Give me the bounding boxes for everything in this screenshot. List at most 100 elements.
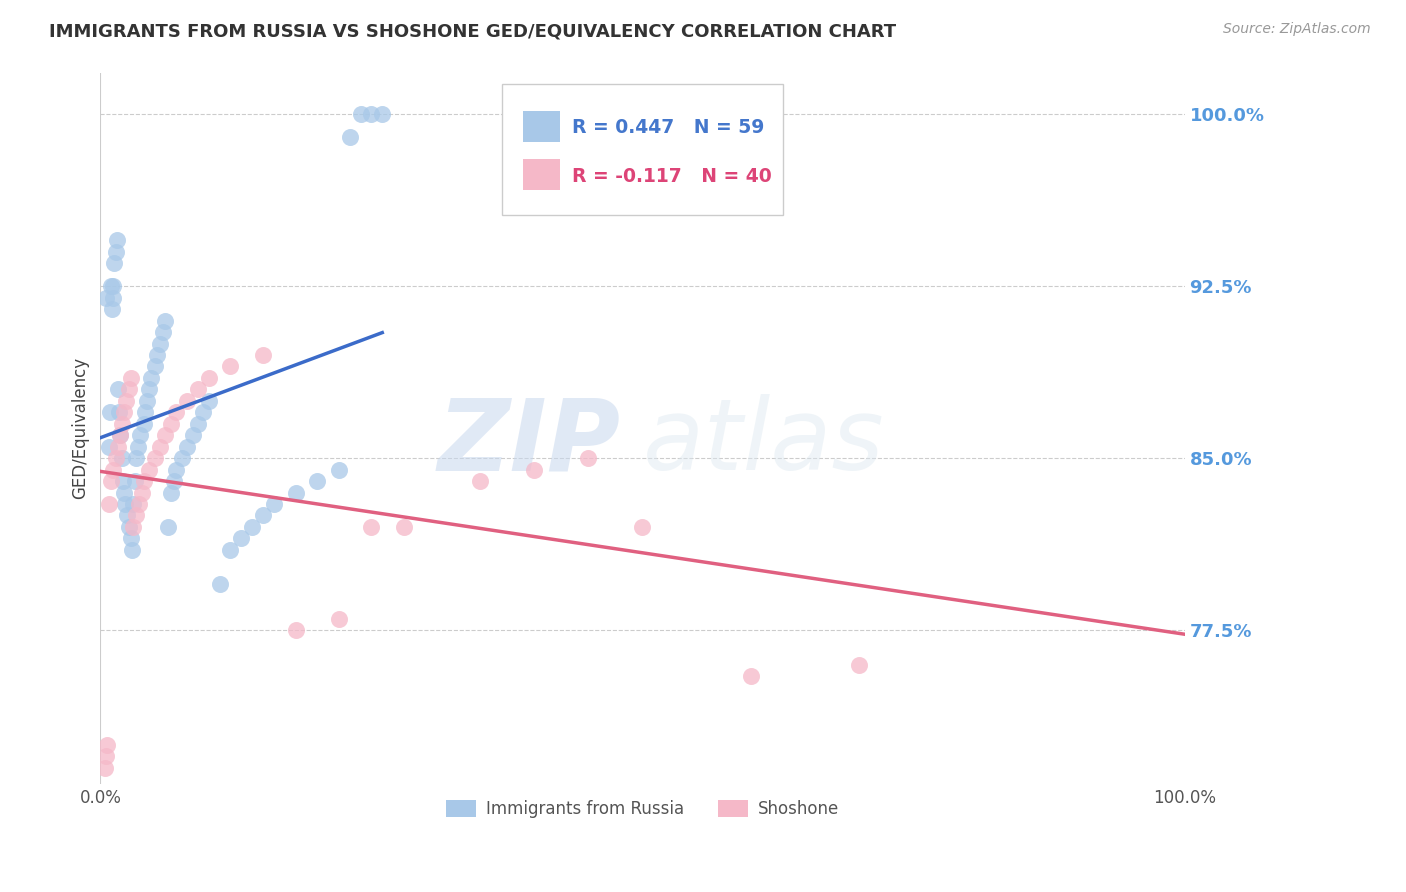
- Point: [129, 428, 152, 442]
- Point: [328, 462, 350, 476]
- Point: [112, 405, 135, 419]
- Point: [117, 520, 139, 534]
- Text: IMMIGRANTS FROM RUSSIA VS SHOSHONE GED/EQUIVALENCY CORRELATION CHART: IMMIGRANTS FROM RUSSIA VS SHOSHONE GED/E…: [49, 22, 897, 40]
- Point: [576, 451, 599, 466]
- Point: [187, 383, 209, 397]
- Point: [100, 474, 122, 488]
- Point: [392, 520, 415, 534]
- Point: [131, 485, 153, 500]
- Point: [307, 474, 329, 488]
- Point: [197, 393, 219, 408]
- Point: [98, 440, 121, 454]
- Point: [149, 440, 172, 454]
- Point: [103, 279, 125, 293]
- Point: [107, 383, 129, 397]
- Point: [349, 107, 371, 121]
- Point: [193, 405, 215, 419]
- Point: [93, 761, 115, 775]
- Point: [127, 440, 149, 454]
- Point: [98, 497, 121, 511]
- Point: [252, 508, 274, 523]
- Point: [141, 371, 163, 385]
- Point: [219, 359, 242, 374]
- Point: [240, 520, 263, 534]
- Point: [103, 256, 125, 270]
- Point: [136, 393, 159, 408]
- Point: [159, 485, 181, 500]
- Point: [117, 508, 139, 523]
- Point: [523, 462, 546, 476]
- Point: [170, 451, 193, 466]
- Point: [122, 497, 145, 511]
- Point: [468, 474, 491, 488]
- Point: [328, 612, 350, 626]
- Point: [104, 244, 127, 259]
- Point: [117, 383, 139, 397]
- Point: [122, 520, 145, 534]
- Legend: Immigrants from Russia, Shoshone: Immigrants from Russia, Shoshone: [440, 794, 845, 825]
- Point: [159, 417, 181, 431]
- Point: [143, 451, 166, 466]
- FancyBboxPatch shape: [523, 111, 560, 142]
- Point: [98, 405, 121, 419]
- Point: [114, 497, 136, 511]
- Text: Source: ZipAtlas.com: Source: ZipAtlas.com: [1223, 22, 1371, 37]
- Point: [132, 417, 155, 431]
- Point: [149, 336, 172, 351]
- Point: [143, 359, 166, 374]
- Point: [284, 485, 307, 500]
- Point: [631, 520, 654, 534]
- Text: atlas: atlas: [643, 394, 884, 491]
- Point: [165, 462, 187, 476]
- Point: [107, 440, 129, 454]
- Point: [360, 107, 382, 121]
- Point: [165, 405, 187, 419]
- Point: [101, 302, 124, 317]
- Point: [94, 291, 117, 305]
- Point: [96, 738, 118, 752]
- Point: [219, 542, 242, 557]
- Point: [138, 462, 160, 476]
- Point: [176, 393, 198, 408]
- Point: [125, 508, 148, 523]
- Point: [125, 451, 148, 466]
- Point: [112, 474, 135, 488]
- Point: [103, 291, 125, 305]
- FancyBboxPatch shape: [502, 84, 783, 215]
- Point: [112, 485, 135, 500]
- Point: [103, 462, 125, 476]
- Point: [360, 520, 382, 534]
- Point: [121, 542, 143, 557]
- Point: [105, 233, 128, 247]
- Point: [108, 428, 131, 442]
- Point: [263, 497, 285, 511]
- Point: [284, 623, 307, 637]
- Point: [252, 348, 274, 362]
- Point: [163, 474, 186, 488]
- Text: ZIP: ZIP: [437, 394, 621, 491]
- Point: [107, 405, 129, 419]
- Point: [371, 107, 394, 121]
- Point: [120, 371, 142, 385]
- Point: [124, 474, 146, 488]
- Point: [94, 749, 117, 764]
- Point: [208, 577, 231, 591]
- Point: [197, 371, 219, 385]
- Point: [128, 497, 150, 511]
- Point: [231, 532, 253, 546]
- Point: [155, 428, 177, 442]
- Point: [152, 325, 174, 339]
- Point: [181, 428, 204, 442]
- Point: [176, 440, 198, 454]
- Point: [104, 451, 127, 466]
- Point: [187, 417, 209, 431]
- Point: [155, 313, 177, 327]
- Point: [120, 532, 142, 546]
- Point: [115, 393, 138, 408]
- Point: [339, 130, 361, 145]
- Text: R = 0.447   N = 59: R = 0.447 N = 59: [572, 119, 765, 137]
- Point: [740, 669, 762, 683]
- Point: [100, 279, 122, 293]
- Point: [138, 383, 160, 397]
- Point: [848, 657, 870, 672]
